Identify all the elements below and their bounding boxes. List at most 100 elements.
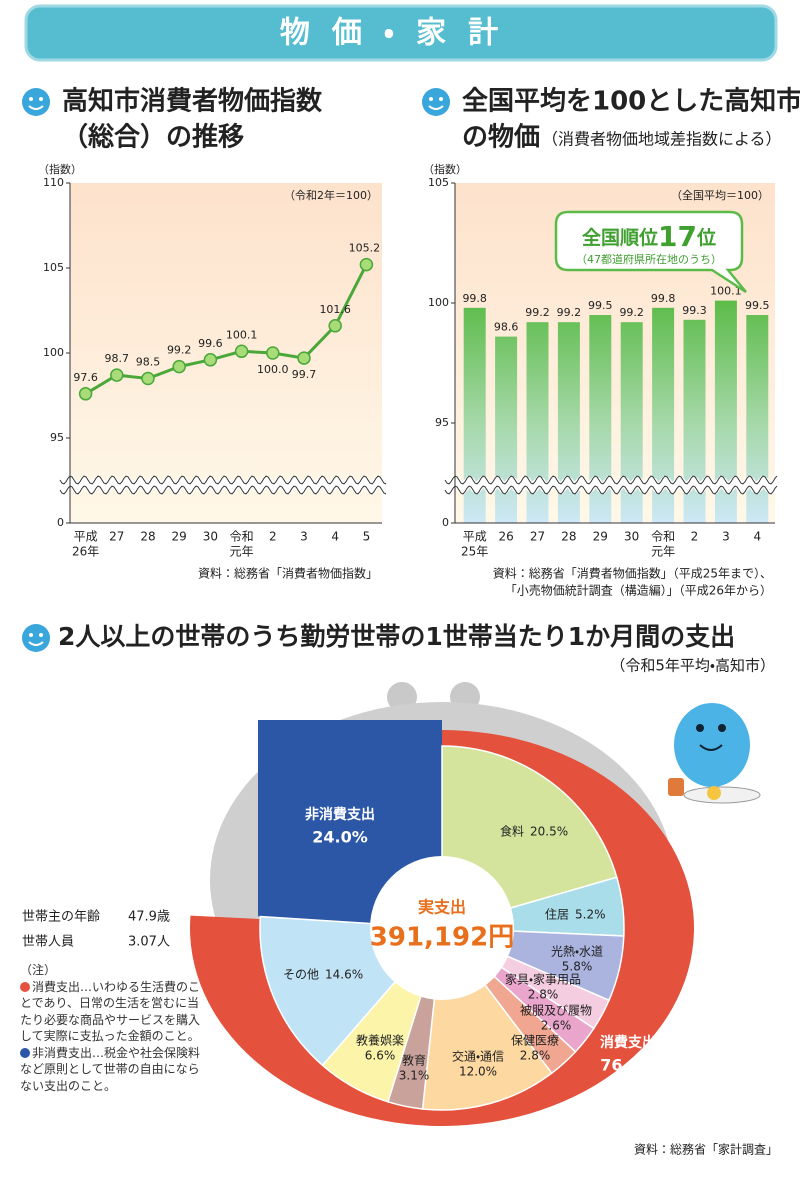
- marker: [203, 353, 218, 367]
- y-tick-label: 95: [435, 416, 449, 429]
- note-item: 非消費支出…税金や社会保険料など原則として世帯の自由にならない支出のこと。: [20, 1045, 202, 1095]
- marker: [172, 359, 186, 374]
- notes: （注） 消費支出…いわゆる生活費のことであり、日常の生活を営むに当たり必要な商品…: [20, 962, 202, 1094]
- x-tick-label: 30: [203, 530, 218, 544]
- chart-subtitle: （令和5年平均・高知市）: [610, 657, 775, 675]
- bar: [746, 315, 769, 523]
- value-label: 99.5: [588, 299, 613, 312]
- value-label: 99.6: [198, 337, 223, 350]
- value-label: 99.8: [462, 292, 487, 305]
- note: （全国平均＝100）: [671, 188, 769, 202]
- y-tick-label: 100: [428, 296, 449, 309]
- icon: [422, 88, 450, 116]
- x-tick-label: 29: [172, 530, 187, 544]
- household-label: 世帯主の年齢: [22, 910, 100, 925]
- x-tick-label: 26: [498, 530, 513, 544]
- value-label: 99.8: [651, 292, 676, 305]
- center-label: 実支出: [418, 898, 466, 917]
- annotation: 全国順位17位: [582, 220, 716, 253]
- marker: [328, 319, 342, 333]
- axis-break: [59, 475, 387, 485]
- bar: [589, 315, 612, 523]
- center-hole: [370, 856, 514, 1000]
- slice-value: 12.0%: [459, 1065, 497, 1079]
- x-tick-label: 29: [593, 530, 608, 544]
- slice-value: 14.6%: [325, 968, 363, 982]
- slice-label: 教育: [402, 1053, 426, 1068]
- slice-value: 20.5%: [530, 825, 568, 839]
- page-title: 物価・家計: [280, 16, 520, 51]
- bullet: [20, 981, 30, 992]
- y-tick-label: 100: [43, 346, 64, 359]
- bar: [495, 336, 518, 523]
- icon: [22, 624, 50, 652]
- axis-break: [444, 475, 778, 485]
- marker: [234, 344, 249, 359]
- value-label: 99.2: [557, 306, 582, 319]
- household-value: 47.9歳: [128, 910, 170, 925]
- note: （令和2年＝100）: [284, 188, 378, 202]
- note-item: 消費支出…いわゆる生活費のことであり、日常の生活を営むに当たり必要な商品やサービ…: [20, 979, 202, 1045]
- slice-value: 2.6%: [541, 1019, 572, 1033]
- source: 資料：総務省「消費者物価指数」（平成25年まで）、: [493, 566, 772, 581]
- household-value: 3.07人: [128, 935, 170, 950]
- value-label: 99.2: [167, 344, 192, 357]
- x-tick-label: 28: [140, 530, 155, 544]
- y-tick-label: 0: [57, 516, 64, 529]
- y-tick-label: 105: [43, 261, 64, 274]
- x-tick-label: 4: [753, 530, 761, 544]
- source: 資料：総務省「家計調査」: [634, 1142, 778, 1157]
- outer-label: 非消費支出: [305, 806, 375, 823]
- slice-label: 家具・家事用品: [505, 973, 581, 987]
- annotation-part: 17: [658, 220, 697, 253]
- x-tick-label: 25年: [461, 545, 488, 559]
- x-tick-label: 4: [331, 530, 339, 544]
- chart-title: 2人以上の世帯のうち勤労世帯の1世帯当たり1か月間の支出: [58, 622, 735, 651]
- chart-title: （総合）の推移: [62, 122, 244, 153]
- value-label: 99.2: [525, 306, 550, 319]
- source: 資料：総務省「消費者物価指数」: [198, 566, 378, 581]
- y-axis-label: （指数）: [38, 162, 82, 176]
- value-label: 99.5: [745, 299, 770, 312]
- source: 「小売物価統計調査（構造編）」（平成26年から）: [505, 583, 772, 598]
- outer-label: 消費支出: [600, 1034, 656, 1051]
- slice-label: 光熱・水道: [551, 945, 603, 959]
- callout: [554, 210, 747, 294]
- x-tick-label: 27: [530, 530, 545, 544]
- outer-value: 76.0%: [600, 1056, 656, 1075]
- axis-break: [441, 475, 781, 495]
- outer-value: 24.0%: [312, 828, 368, 847]
- x-tick-label: 5: [363, 530, 371, 544]
- slice-value: 2.8%: [528, 988, 559, 1002]
- value-label: 100.0: [257, 363, 289, 376]
- x-tick-label: 平成: [74, 530, 98, 544]
- chart-title: 全国平均を100とした高知市: [462, 86, 800, 117]
- x-tick-label: 28: [561, 530, 576, 544]
- mascot: [668, 703, 761, 804]
- bar: [652, 307, 675, 523]
- x-tick-label: 30: [624, 530, 639, 544]
- x-tick-label: 2: [691, 530, 699, 544]
- marker: [297, 351, 311, 365]
- marker: [141, 371, 155, 386]
- bar: [557, 322, 580, 523]
- plot-area: [70, 183, 382, 523]
- x-tick-label: 元年: [651, 545, 675, 559]
- note-text: 非消費支出…税金や社会保険料など原則として世帯の自由にならない支出のこと。: [20, 1045, 201, 1093]
- marker: [266, 346, 280, 360]
- x-tick-label: 平成: [463, 530, 487, 544]
- x-tick-label: 令和: [651, 530, 675, 544]
- slice-label: 交通・通信: [452, 1050, 504, 1064]
- bar: [683, 319, 706, 523]
- slice-value: 5.8%: [562, 960, 593, 974]
- x-tick-label: 3: [722, 530, 730, 544]
- value-label: 100.1: [710, 285, 742, 298]
- annotation-part: 位: [696, 226, 716, 249]
- slice-value: 5.2%: [575, 908, 606, 922]
- bullet: [20, 1047, 30, 1058]
- slice-label: 教養娯楽: [356, 1033, 404, 1048]
- value-label: 99.2: [619, 306, 644, 319]
- note-text: 消費支出…いわゆる生活費のことであり、日常の生活を営むに当たり必要な商品やサービ…: [20, 979, 201, 1044]
